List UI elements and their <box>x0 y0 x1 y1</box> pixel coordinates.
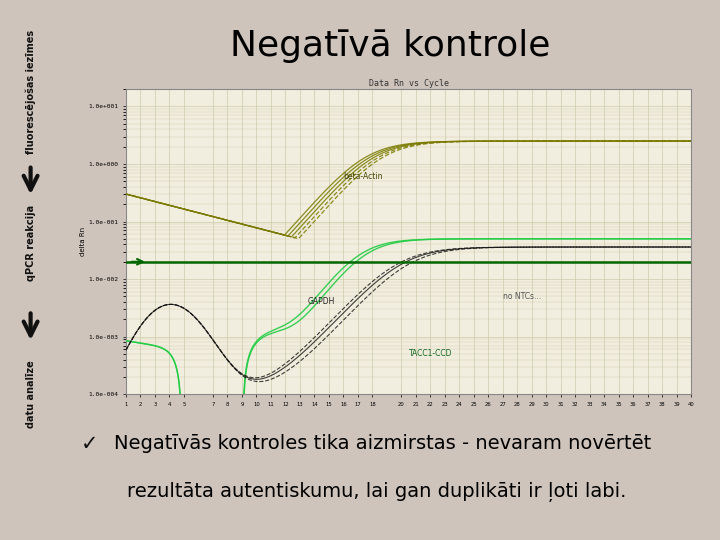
Text: ✓: ✓ <box>81 434 99 454</box>
Y-axis label: delta Rn: delta Rn <box>80 227 86 256</box>
Title: Data Rn vs Cycle: Data Rn vs Cycle <box>369 79 449 89</box>
Text: rezultāta autentiskumu, lai gan duplikāti ir ļoti labi.: rezultāta autentiskumu, lai gan duplikāt… <box>127 482 626 502</box>
Text: Negatīvā kontrole: Negatīvā kontrole <box>230 29 551 63</box>
Text: GAPDH: GAPDH <box>307 298 335 307</box>
Text: Negatīvās kontroles tika aizmirstas - nevaram novērtēt: Negatīvās kontroles tika aizmirstas - ne… <box>114 434 651 453</box>
Text: TACC1-CCD: TACC1-CCD <box>409 349 452 359</box>
Text: beta-Actin: beta-Actin <box>343 172 383 181</box>
Text: qPCR reakcija: qPCR reakcija <box>26 205 35 281</box>
Text: no NTCs...: no NTCs... <box>503 292 541 301</box>
Text: datu analīze: datu analīze <box>26 360 35 428</box>
Text: fluorescējošas iezīmes: fluorescējošas iezīmes <box>25 30 36 154</box>
